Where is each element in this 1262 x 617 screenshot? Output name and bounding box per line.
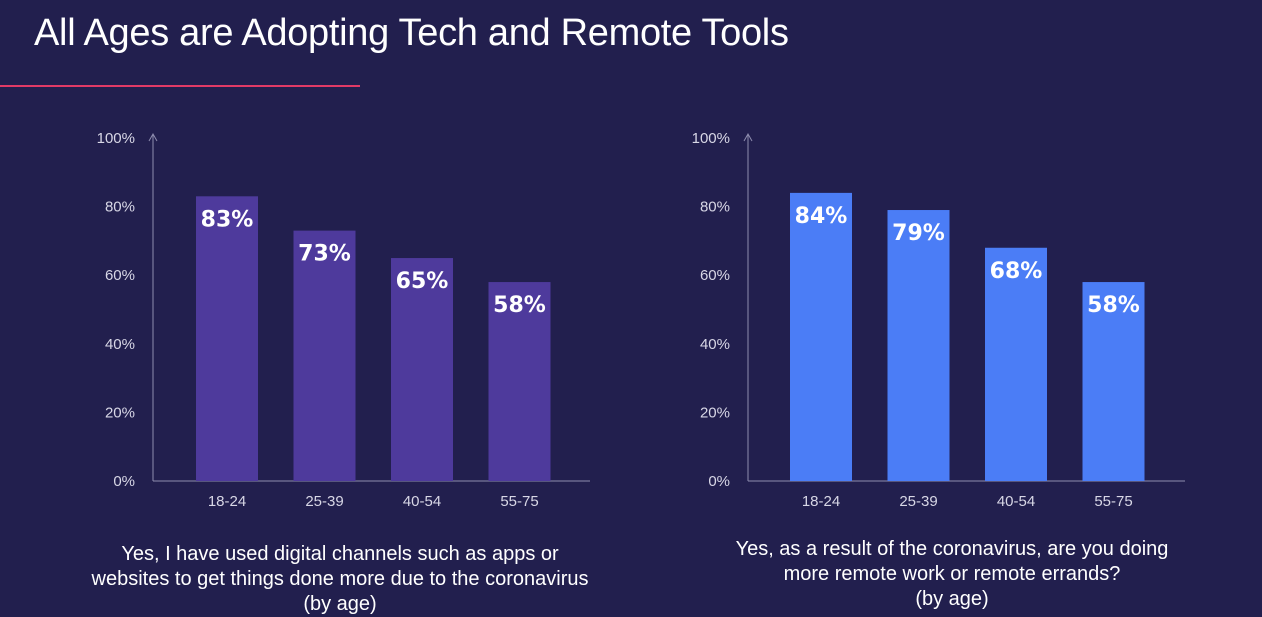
y-tick-label: 100% [692,130,730,147]
bar [391,258,453,481]
caption-line: (by age) [915,588,989,610]
x-category-label: 40-54 [403,493,441,510]
y-tick-label: 40% [700,336,730,353]
bar [196,196,258,481]
y-tick-label: 80% [105,199,135,216]
title-underline [0,85,360,87]
slide-title: All Ages are Adopting Tech and Remote To… [34,12,789,54]
caption-line: Yes, as a result of the coronavirus, are… [735,538,1169,560]
bar-value-label: 79% [892,221,945,246]
caption-line: (by age) [303,593,377,615]
y-axis-arrow-icon [148,132,158,142]
chart-right-caption: Yes, as a result of the coronavirus, are… [652,537,1252,612]
x-category-label: 55-75 [500,493,538,510]
y-tick-label: 20% [105,404,135,421]
chart-right-svg: 0% 20% 40% 60% 80% 100% 84% 18-24 79% 25-39 68% 40-… [692,130,1185,510]
bar [293,230,356,481]
chart-digital-channels: 0% 20% 40% 60% 80% 100% 83% 18-24 73% 25-39 65% 40-… [0,120,600,520]
bar-value-label: 58% [493,293,546,318]
y-axis-arrow-icon [743,132,753,142]
y-tick-label: 60% [105,267,135,284]
bar [985,247,1047,481]
y-tick-label: 0% [708,473,730,490]
bar-value-label: 68% [990,259,1043,284]
x-category-label: 25-39 [305,493,343,510]
chart-left-svg: 0% 20% 40% 60% 80% 100% 83% 18-24 73% 25-39 65% 40-… [97,130,590,510]
y-tick-label: 100% [97,130,135,147]
bar-value-label: 73% [298,242,351,267]
y-tick-label: 80% [700,199,730,216]
caption-line: more remote work or remote errands? [783,563,1121,585]
bar-value-label: 83% [201,207,254,232]
x-category-label: 18-24 [208,493,246,510]
bar [790,192,852,481]
caption-line: Yes, I have used digital channels such a… [121,543,559,565]
bar-value-label: 65% [396,269,449,294]
bar-value-label: 58% [1087,293,1140,318]
x-category-label: 18-24 [802,493,840,510]
bar [488,282,551,481]
bar [1082,282,1145,481]
chart-left-caption: Yes, I have used digital channels such a… [40,542,640,617]
chart-remote-work: 0% 20% 40% 60% 80% 100% 84% 18-24 79% 25-39 68% 40-… [595,120,1195,520]
x-category-label: 55-75 [1094,493,1132,510]
y-tick-label: 40% [105,336,135,353]
y-tick-label: 60% [700,267,730,284]
x-category-label: 25-39 [899,493,937,510]
y-tick-label: 0% [113,473,135,490]
caption-line: websites to get things done more due to … [91,568,589,590]
y-tick-label: 20% [700,404,730,421]
bar [887,210,950,481]
x-category-label: 40-54 [997,493,1035,510]
bar-value-label: 84% [795,204,848,229]
